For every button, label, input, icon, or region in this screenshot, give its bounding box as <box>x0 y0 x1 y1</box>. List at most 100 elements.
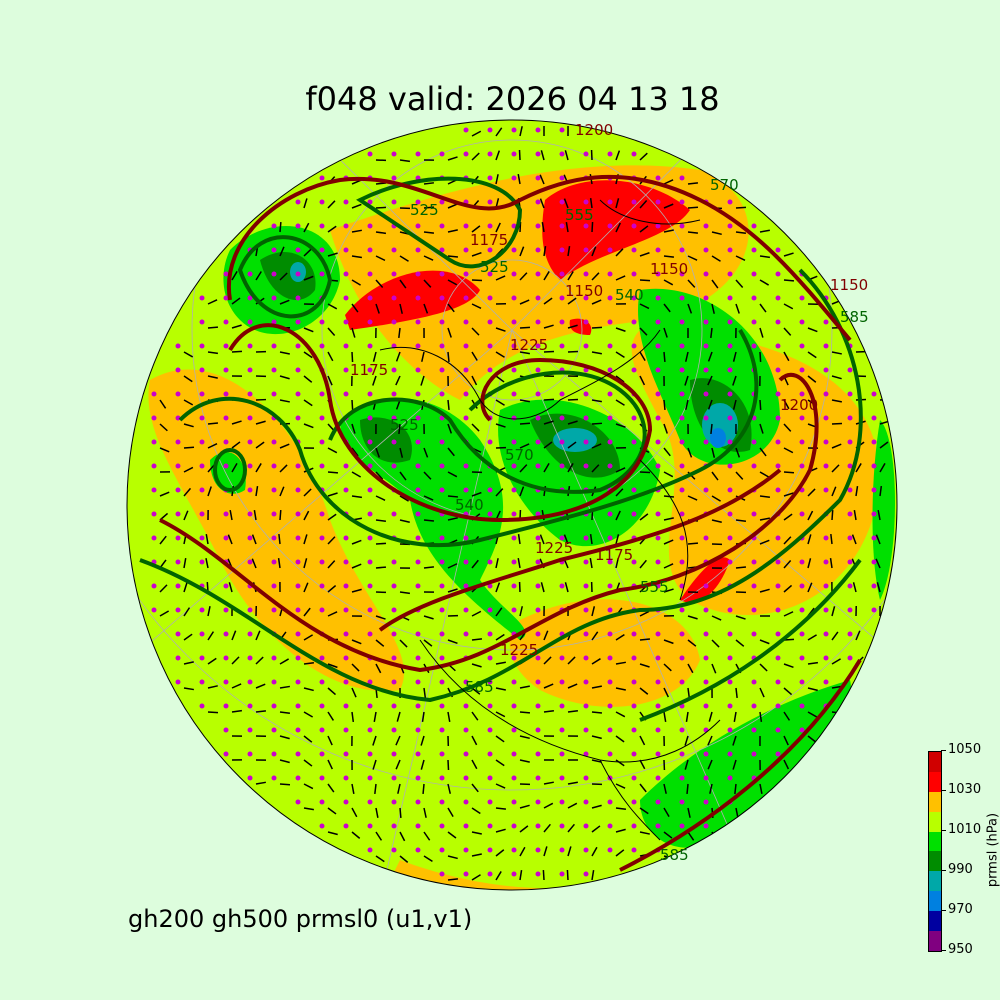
wind-dot <box>679 367 685 373</box>
wind-dot <box>607 439 613 445</box>
wind-dot <box>295 463 301 469</box>
wind-dot <box>799 391 805 397</box>
wind-dot <box>631 151 637 157</box>
wind-vector <box>519 804 530 809</box>
gh500-contour-label: 540 <box>615 286 644 304</box>
wind-vector <box>663 471 674 478</box>
wind-dot <box>175 607 181 613</box>
wind-dot <box>631 655 637 661</box>
wind-vector <box>327 759 333 770</box>
wind-dot <box>367 799 373 805</box>
wind-vector <box>375 831 383 841</box>
wind-dot <box>703 343 709 349</box>
wind-vector <box>783 711 791 721</box>
wind-dot <box>823 535 829 541</box>
wind-vector <box>708 711 713 722</box>
wind-vector <box>540 582 545 593</box>
wind-vector <box>543 709 555 713</box>
wind-vector <box>615 510 621 521</box>
wind-vector <box>543 462 550 473</box>
wind-vector <box>615 351 625 358</box>
wind-dot <box>847 583 853 589</box>
wind-vector <box>471 351 478 361</box>
wind-dot <box>583 799 589 805</box>
colorbar-segment <box>929 791 941 812</box>
wind-vector <box>327 225 337 233</box>
wind-vector <box>519 299 530 305</box>
wind-dot <box>487 223 493 229</box>
wind-vector <box>687 255 698 261</box>
wind-vector <box>735 447 741 458</box>
wind-dot <box>535 343 541 349</box>
wind-dot <box>775 271 781 277</box>
wind-vector <box>759 255 771 259</box>
wind-vector <box>495 687 506 691</box>
wind-dot <box>439 415 445 421</box>
wind-vector <box>519 246 525 257</box>
wind-vector <box>183 558 187 569</box>
wind-dot <box>535 583 541 589</box>
wind-vector <box>399 831 406 842</box>
wind-vector <box>733 711 737 722</box>
wind-dot <box>319 463 325 469</box>
wind-dot <box>463 559 469 565</box>
wind-vector <box>879 485 883 497</box>
wind-dot <box>559 343 565 349</box>
wind-dot <box>223 511 229 517</box>
wind-dot <box>247 631 253 637</box>
wind-vector <box>591 422 603 425</box>
wind-vector <box>495 558 499 569</box>
wind-dot <box>823 655 829 661</box>
wind-vector <box>327 327 336 336</box>
wind-dot <box>655 727 661 733</box>
wind-vector <box>159 584 168 593</box>
wind-vector <box>759 327 764 338</box>
wind-dot <box>439 847 445 853</box>
wind-dot <box>727 271 733 277</box>
wind-vector <box>783 611 794 617</box>
wind-vector <box>207 711 219 714</box>
wind-vector <box>447 303 455 313</box>
wind-dot <box>511 535 517 541</box>
wind-dot <box>199 535 205 541</box>
wind-dot <box>463 367 469 373</box>
wind-vector <box>663 711 667 722</box>
wind-vector <box>735 471 744 480</box>
wind-dot <box>463 415 469 421</box>
wind-dot <box>511 727 517 733</box>
wind-dot <box>751 607 757 613</box>
wind-dot <box>679 319 685 325</box>
wind-vector <box>231 350 243 353</box>
wind-dot <box>223 295 229 301</box>
wind-vector <box>447 878 459 881</box>
wind-dot <box>535 247 541 253</box>
wind-vector <box>471 663 482 668</box>
wind-vector <box>687 231 699 234</box>
wind-dot <box>847 487 853 493</box>
wind-dot <box>655 175 661 181</box>
wind-dot <box>343 463 349 469</box>
wind-vector <box>615 661 626 665</box>
wind-vector <box>471 327 480 336</box>
wind-vector <box>807 351 817 359</box>
wind-vector <box>255 683 266 689</box>
wind-vector <box>759 517 770 521</box>
wind-vector <box>207 631 215 641</box>
wind-vector <box>567 823 575 833</box>
wind-dot <box>775 247 781 253</box>
wind-dot <box>511 583 517 589</box>
wind-dot <box>343 223 349 229</box>
wind-dot <box>559 223 565 229</box>
wind-dot <box>391 847 397 853</box>
wind-dot <box>511 415 517 421</box>
wind-dot <box>631 319 637 325</box>
wind-dot <box>775 487 781 493</box>
wind-dot <box>559 823 565 829</box>
wind-dot <box>343 535 349 541</box>
wind-dot <box>295 391 301 397</box>
wind-vector <box>732 375 737 386</box>
wind-dot <box>175 391 181 397</box>
wind-dot <box>415 583 421 589</box>
wind-vector <box>589 558 593 569</box>
wind-vector <box>591 658 601 665</box>
